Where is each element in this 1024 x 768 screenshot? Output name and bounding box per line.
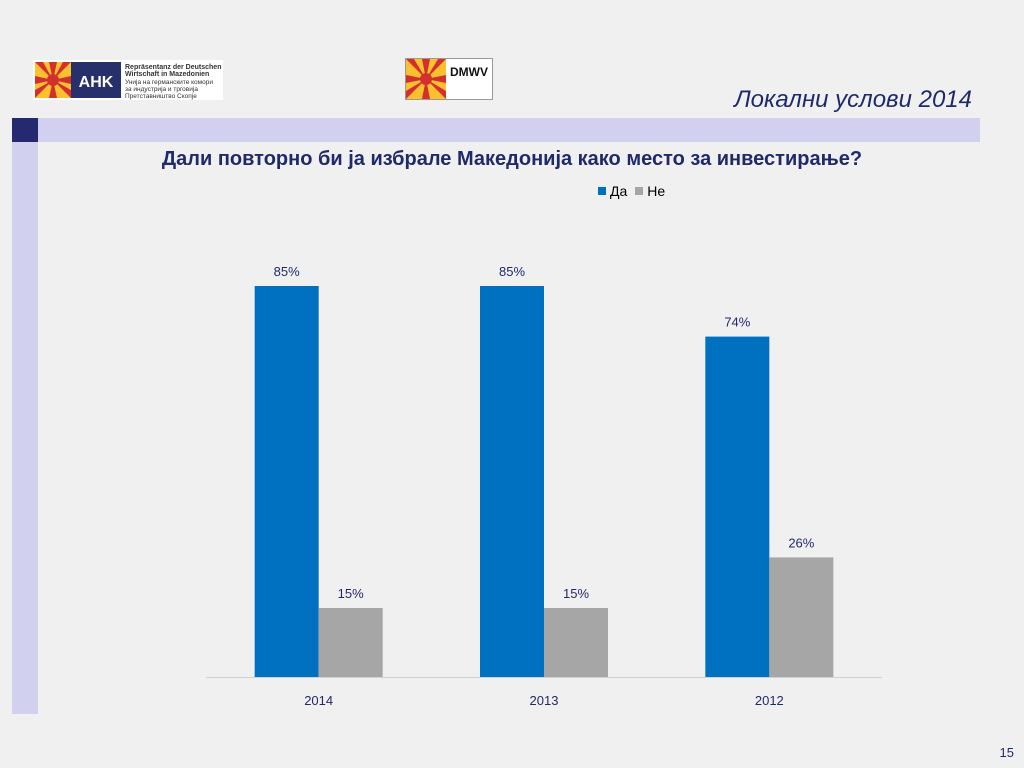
ahk-logo-mark: AHK xyxy=(79,74,114,91)
ahk-line-3: Унија на германските комори xyxy=(125,79,213,86)
header-accent-square xyxy=(12,118,38,142)
ahk-line-5: Претставништво Скопје xyxy=(125,93,197,100)
data-label-no-2012: 26% xyxy=(788,535,814,550)
chart-legend: Да Не xyxy=(598,183,665,199)
dmwv-logo: DMWV xyxy=(405,58,493,100)
bar-no-2014 xyxy=(318,608,383,677)
slide-title: Локални услови 2014 xyxy=(734,86,972,113)
legend-swatch-yes xyxy=(598,187,606,195)
bar-no-2013 xyxy=(544,608,608,677)
legend-item-no: Не xyxy=(635,183,665,199)
bar-yes-2013 xyxy=(480,286,544,677)
legend-item-yes: Да xyxy=(598,183,627,199)
data-label-yes-2013: 85% xyxy=(499,264,525,279)
x-tick-label-2012: 2012 xyxy=(755,693,784,708)
page-number: 15 xyxy=(999,745,1014,760)
side-band xyxy=(12,142,38,714)
bar-yes-2012 xyxy=(705,336,770,677)
dmwv-logo-mark: DMWV xyxy=(450,65,488,79)
data-label-no-2014: 15% xyxy=(338,586,364,601)
ahk-logo: AHK Repräsentanz der Deutschen Wirtschaf… xyxy=(33,60,223,100)
legend-label-no: Не xyxy=(647,183,666,199)
chart-title: Дали повторно би ја избрале Македонија к… xyxy=(161,148,863,170)
legend-label-yes: Да xyxy=(610,183,628,199)
header-band xyxy=(12,118,980,142)
bar-no-2012 xyxy=(769,557,834,677)
ahk-line-2: Wirtschaft in Mazedonien xyxy=(125,71,209,78)
x-tick-label-2014: 2014 xyxy=(304,693,333,708)
ahk-line-1: Repräsentanz der Deutschen xyxy=(125,64,221,71)
bar-yes-2014 xyxy=(254,286,319,677)
data-label-yes-2012: 74% xyxy=(724,315,750,330)
data-label-yes-2014: 85% xyxy=(274,264,300,279)
legend-swatch-no xyxy=(635,187,644,195)
data-label-no-2013: 15% xyxy=(563,586,589,601)
ahk-line-4: за индустрија и трговија xyxy=(125,86,198,93)
x-tick-label-2013: 2013 xyxy=(530,693,559,708)
